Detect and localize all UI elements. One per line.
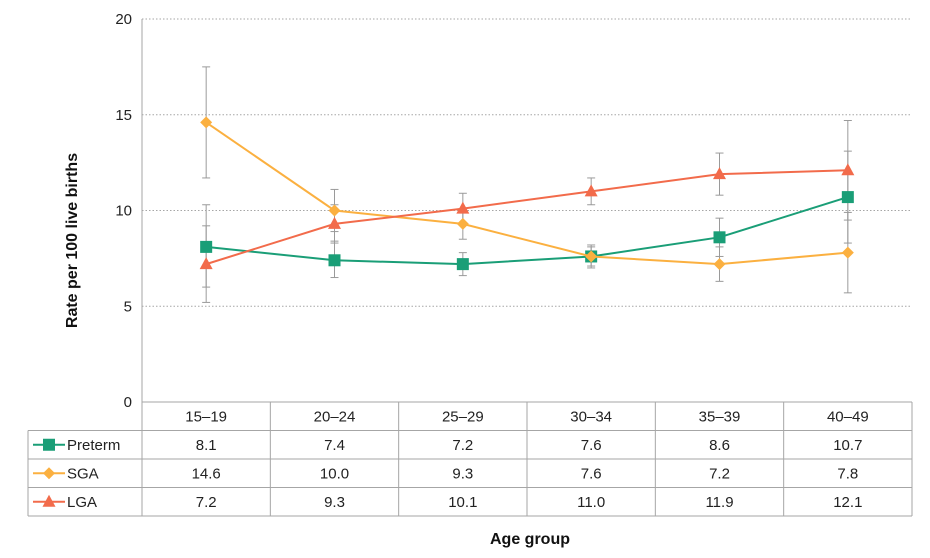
data-cell: 7.2 — [196, 494, 217, 511]
data-point-preterm — [328, 254, 341, 267]
y-tick-label: 5 — [124, 298, 132, 315]
x-axis-title: Age group — [490, 531, 570, 548]
error-bars-lga — [202, 119, 852, 303]
data-point-lga — [328, 216, 341, 229]
data-cell: 14.6 — [192, 465, 221, 482]
x-tick-label: 30–34 — [570, 408, 612, 425]
series-line-sga — [205, 121, 848, 266]
data-cell: 10.7 — [833, 437, 862, 454]
series-lga — [199, 163, 855, 270]
legend-key-marker-preterm — [43, 438, 55, 451]
data-point-lga — [713, 167, 726, 180]
data-point-lga — [584, 184, 598, 197]
legend-label-lga: LGA — [67, 494, 97, 511]
data-point-preterm — [713, 231, 726, 244]
y-tick-label: 0 — [124, 394, 132, 411]
table-row-sga: SGA 14.6 10.0 9.3 7.6 7.2 7.8 — [33, 465, 858, 482]
data-cell: 12.1 — [833, 494, 862, 511]
data-cell: 7.4 — [324, 437, 345, 454]
data-point-sga — [585, 250, 598, 263]
data-cell: 7.6 — [581, 437, 602, 454]
table-row-preterm: Preterm 8.1 7.4 7.2 7.6 8.6 10.7 — [33, 437, 862, 454]
x-tick-label: 40–49 — [827, 408, 869, 425]
data-cell: 8.6 — [709, 437, 730, 454]
data-point-preterm — [841, 191, 854, 204]
data-cell: 7.2 — [452, 437, 473, 454]
data-point-lga — [841, 163, 855, 176]
data-cell: 8.1 — [196, 437, 217, 454]
legend-label-sga: SGA — [67, 465, 99, 482]
x-tick-label: 35–39 — [699, 408, 741, 425]
data-point-sga — [841, 246, 854, 259]
series-preterm — [200, 191, 854, 271]
x-tick-label: 25–29 — [442, 408, 484, 425]
data-cell: 11.9 — [705, 494, 733, 511]
data-point-preterm — [456, 258, 469, 271]
data-point-lga — [199, 257, 213, 270]
table-row-lga: LGA 7.2 9.3 10.1 11.0 11.9 12.1 — [33, 494, 862, 511]
y-tick-label: 15 — [115, 107, 132, 124]
legend-key-marker-sga — [43, 467, 55, 480]
legend-key-marker-lga — [42, 494, 56, 507]
series-line-lga — [205, 169, 848, 266]
y-tick-label: 10 — [115, 203, 132, 220]
data-point-sga — [456, 217, 469, 230]
data-cell: 10.0 — [320, 465, 349, 482]
series-line-preterm — [206, 196, 849, 266]
data-cell: 7.8 — [837, 465, 858, 482]
data-cell: 7.2 — [709, 465, 730, 482]
data-cell: 11.0 — [577, 494, 605, 511]
x-tick-label: 15–19 — [185, 408, 227, 425]
data-cell: 10.1 — [448, 494, 477, 511]
data-point-sga — [328, 204, 341, 217]
x-tick-label: 20–24 — [314, 408, 356, 425]
error-bars-sga — [202, 66, 852, 294]
data-point-sga — [200, 116, 213, 129]
data-point-lga — [456, 201, 470, 214]
data-point-sga — [713, 258, 726, 271]
y-axis-title: Rate per 100 live births — [64, 153, 81, 328]
y-tick-label: 20 — [115, 11, 132, 28]
series-sga — [200, 116, 854, 271]
legend-label-preterm: Preterm — [67, 437, 120, 454]
data-point-preterm — [200, 240, 213, 253]
data-cell: 9.3 — [452, 465, 473, 482]
data-cell: 9.3 — [324, 494, 345, 511]
data-cell: 7.6 — [581, 465, 602, 482]
error-bars-preterm — [202, 150, 852, 288]
